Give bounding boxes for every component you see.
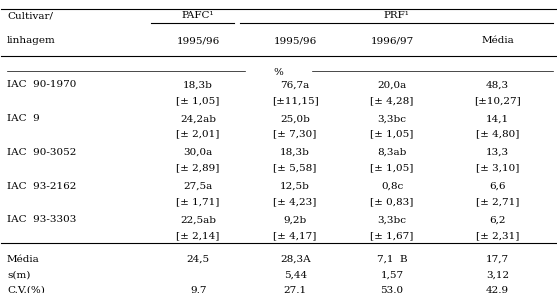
Text: [± 5,58]: [± 5,58] (273, 163, 317, 173)
Text: [± 4,28]: [± 4,28] (370, 96, 414, 105)
Text: 30,0a: 30,0a (183, 148, 213, 157)
Text: 48,3: 48,3 (486, 80, 509, 89)
Text: 18,3b: 18,3b (183, 80, 213, 89)
Text: [± 2,89]: [± 2,89] (177, 163, 220, 173)
Text: %: % (273, 68, 284, 77)
Text: IAC  93-2162: IAC 93-2162 (7, 182, 76, 191)
Text: [± 1,67]: [± 1,67] (370, 231, 414, 240)
Text: [± 4,17]: [± 4,17] (273, 231, 317, 240)
Text: 1995/96: 1995/96 (177, 36, 220, 45)
Text: [± 2,01]: [± 2,01] (177, 130, 220, 139)
Text: Cultivar/: Cultivar/ (7, 11, 53, 21)
Text: 76,7a: 76,7a (281, 80, 310, 89)
Text: [± 4,80]: [± 4,80] (476, 130, 519, 139)
Text: s(m): s(m) (7, 270, 30, 280)
Text: 12,5b: 12,5b (280, 182, 310, 191)
Text: 27,5a: 27,5a (183, 182, 213, 191)
Text: 18,3b: 18,3b (280, 148, 310, 157)
Text: Média: Média (481, 36, 514, 45)
Text: 1996/97: 1996/97 (370, 36, 414, 45)
Text: [± 0,83]: [± 0,83] (370, 197, 414, 206)
Text: 9,2b: 9,2b (284, 215, 307, 224)
Text: IAC  90-1970: IAC 90-1970 (7, 80, 76, 89)
Text: [± 1,05]: [± 1,05] (177, 96, 220, 105)
Text: 14,1: 14,1 (486, 114, 509, 123)
Text: 28,3A: 28,3A (280, 255, 310, 264)
Text: 53,0: 53,0 (380, 286, 404, 293)
Text: [± 4,23]: [± 4,23] (273, 197, 317, 206)
Text: [± 2,14]: [± 2,14] (177, 231, 220, 240)
Text: linhagem: linhagem (7, 36, 56, 45)
Text: IAC  93-3303: IAC 93-3303 (7, 215, 76, 224)
Text: [± 3,10]: [± 3,10] (476, 163, 519, 173)
Text: 6,2: 6,2 (489, 215, 506, 224)
Text: 27,1: 27,1 (284, 286, 307, 293)
Text: [± 2,71]: [± 2,71] (476, 197, 519, 206)
Text: 6,6: 6,6 (489, 182, 506, 191)
Text: [± 2,31]: [± 2,31] (476, 231, 519, 240)
Text: 3,3bc: 3,3bc (378, 114, 407, 123)
Text: 5,44: 5,44 (284, 270, 307, 280)
Text: [± 1,05]: [± 1,05] (370, 163, 414, 173)
Text: [±10,27]: [±10,27] (474, 96, 521, 105)
Text: [± 1,71]: [± 1,71] (177, 197, 220, 206)
Text: C.V.(%): C.V.(%) (7, 286, 45, 293)
Text: 42,9: 42,9 (486, 286, 509, 293)
Text: 3,3bc: 3,3bc (378, 215, 407, 224)
Text: Média: Média (7, 255, 40, 264)
Text: 7,1  B: 7,1 B (377, 255, 407, 264)
Text: 1995/96: 1995/96 (273, 36, 317, 45)
Text: 22,5ab: 22,5ab (180, 215, 216, 224)
Text: [± 7,30]: [± 7,30] (273, 130, 317, 139)
Text: 1,57: 1,57 (380, 270, 404, 280)
Text: 24,5: 24,5 (187, 255, 209, 264)
Text: IAC  9: IAC 9 (7, 114, 40, 123)
Text: 17,7: 17,7 (486, 255, 509, 264)
Text: 3,12: 3,12 (486, 270, 509, 280)
Text: PRF¹: PRF¹ (383, 11, 409, 21)
Text: [± 1,05]: [± 1,05] (370, 130, 414, 139)
Text: [±11,15]: [±11,15] (272, 96, 319, 105)
Text: IAC  90-3052: IAC 90-3052 (7, 148, 76, 157)
Text: 9,7: 9,7 (190, 286, 207, 293)
Text: 0,8c: 0,8c (381, 182, 403, 191)
Text: 20,0a: 20,0a (378, 80, 407, 89)
Text: PAFC¹: PAFC¹ (182, 11, 214, 21)
Text: 24,2ab: 24,2ab (180, 114, 216, 123)
Text: 13,3: 13,3 (486, 148, 509, 157)
Text: 8,3ab: 8,3ab (378, 148, 407, 157)
Text: 25,0b: 25,0b (280, 114, 310, 123)
